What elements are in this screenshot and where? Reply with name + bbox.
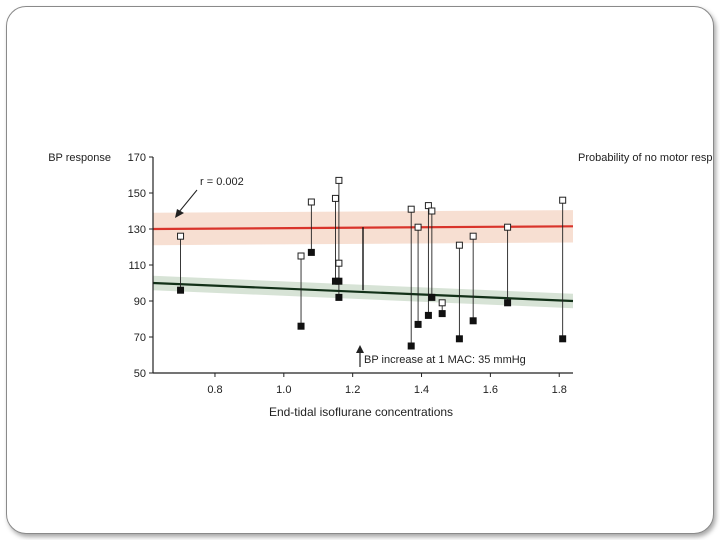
chart: 50 70 90 110 130 150 170 0.8 1.0 1.2 1.4 1.6 1.8 BP …: [48, 152, 713, 419]
x-tick-label: 1.2: [345, 384, 360, 396]
axes: 50 70 90 110 130 150 170 0.8 1.0 1.2 1.4 1.6 1.8: [128, 152, 573, 396]
annotation-arrows: [175, 189, 364, 367]
r-value-annotation: r = 0.002: [200, 176, 244, 188]
point-open: [177, 232, 185, 240]
y-tick-label: 110: [128, 260, 146, 272]
y-tick-label: 150: [128, 188, 146, 200]
chart-labels: BP response End-tidal isoflurane concent…: [48, 152, 713, 419]
data-points: [177, 176, 567, 350]
x-axis-label: End-tidal isoflurane concentrations: [269, 405, 453, 419]
point-open: [331, 194, 339, 202]
point-filled: [559, 335, 567, 343]
y-tick-label: 90: [134, 296, 146, 308]
point-filled: [428, 293, 436, 301]
r-value-arrow: [178, 189, 198, 213]
point-open: [414, 223, 422, 231]
point-filled: [297, 322, 305, 330]
point-open: [307, 198, 315, 206]
x-tick-label: 1.0: [276, 384, 291, 396]
slide-frame: 50 70 90 110 130 150 170 0.8 1.0 1.2 1.4 1.6 1.8 BP …: [6, 6, 714, 534]
point-open: [504, 223, 512, 231]
point-filled: [438, 310, 446, 318]
point-open: [335, 176, 343, 184]
point-open: [438, 299, 446, 307]
mac-arrowhead: [356, 345, 364, 353]
point-filled: [455, 335, 463, 343]
x-tick-label: 0.8: [207, 384, 222, 396]
mac-annotation: BP increase at 1 MAC: 35 mmHg: [364, 354, 526, 366]
point-filled: [307, 248, 315, 256]
point-filled: [335, 277, 343, 285]
y-tick-label: 170: [128, 152, 146, 164]
point-filled: [504, 299, 512, 307]
regression-line-2: [152, 281, 574, 303]
point-open: [335, 259, 343, 267]
x-tick-label: 1.8: [552, 384, 567, 396]
pair-connectors: [180, 180, 564, 346]
x-tick-label: 1.6: [483, 384, 498, 396]
point-filled: [424, 311, 432, 319]
point-filled: [407, 342, 415, 350]
y-tick-label: 130: [128, 224, 146, 236]
point-open: [455, 241, 463, 249]
point-open: [428, 207, 436, 215]
right-label: Probability of no motor response: [578, 152, 713, 164]
x-tick-label: 1.4: [414, 384, 429, 396]
point-open: [297, 252, 305, 260]
y-axis-label-line1: BP response: [48, 152, 111, 164]
point-open: [469, 232, 477, 240]
y-tick-label: 70: [134, 332, 146, 344]
point-filled: [335, 293, 343, 301]
point-filled: [177, 286, 185, 294]
regression-lines: [152, 225, 574, 303]
point-filled: [469, 317, 477, 325]
point-open: [407, 205, 415, 213]
point-filled: [414, 320, 422, 328]
y-tick-label: 50: [134, 368, 146, 380]
point-open: [559, 196, 567, 204]
r-value-arrowhead: [175, 209, 184, 218]
